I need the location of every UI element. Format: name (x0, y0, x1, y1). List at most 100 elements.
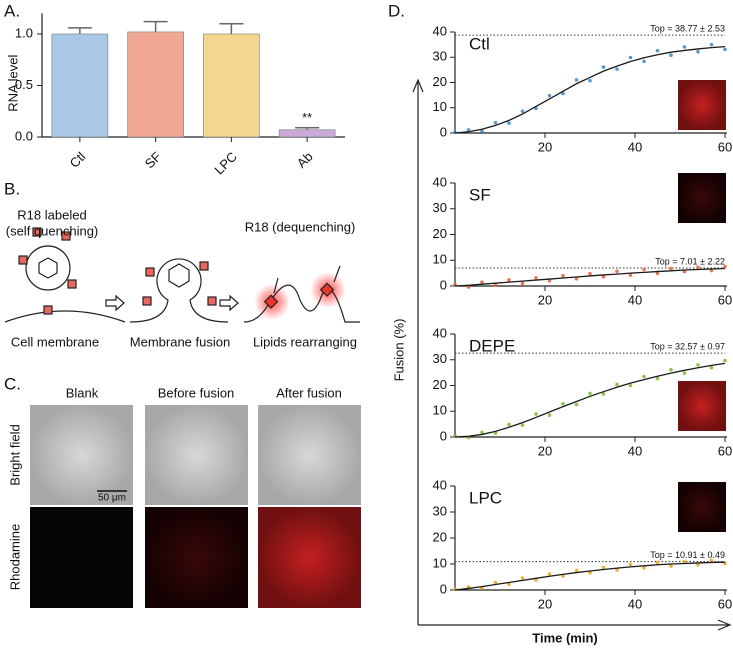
x-tick-label: 40 (628, 139, 642, 154)
y-tick-label: 10 (433, 555, 447, 570)
y-tick-label: 1.0 (15, 25, 33, 40)
bar (278, 129, 336, 138)
fit-line (454, 362, 726, 438)
data-point (588, 271, 592, 276)
diagram-label: R18 labeled (17, 207, 86, 222)
data-point (696, 562, 700, 567)
data-point (709, 365, 714, 370)
data-point (655, 271, 660, 276)
y-tick-label: 0.0 (15, 128, 33, 143)
data-point (588, 78, 592, 83)
data-point (547, 413, 552, 417)
x-tick-label: 40 (628, 443, 642, 458)
data-point (615, 382, 619, 387)
diagram-label: (self quenching) (6, 223, 99, 238)
data-point (520, 109, 525, 114)
chart-title: LPC (469, 488, 502, 507)
data-point (547, 279, 552, 283)
y-tick-label: 20 (433, 529, 447, 544)
y-tick-label: 0 (440, 581, 447, 596)
data-point (493, 580, 498, 585)
probe (142, 296, 152, 306)
data-point (723, 264, 727, 269)
x-tick-label: 20 (538, 596, 552, 611)
data-point (507, 582, 511, 587)
data-point (682, 371, 687, 375)
x-tick-label: 20 (538, 443, 552, 458)
probe (43, 305, 53, 315)
x-tick-label: LPC (211, 149, 239, 177)
data-point (547, 93, 552, 98)
fit-line (454, 561, 726, 591)
micrograph (258, 507, 361, 608)
data-point (574, 78, 579, 82)
x-tick-label: Ctl (67, 149, 89, 171)
data-point (588, 391, 592, 396)
data-point (601, 65, 606, 69)
probe (199, 261, 209, 271)
data-point (696, 363, 700, 367)
diagram-label: Membrane fusion (130, 334, 230, 349)
vesicle-core (38, 257, 58, 279)
bar (127, 31, 184, 138)
panel-label: B. (4, 179, 20, 198)
data-point (669, 53, 673, 58)
data-point (723, 358, 727, 363)
bar (203, 33, 260, 138)
bar (51, 33, 109, 138)
data-point (574, 402, 579, 407)
data-point (507, 422, 511, 427)
x-tick-label: 60 (718, 292, 732, 307)
data-point (669, 564, 673, 568)
top-label: Top = 38.77 ± 2.53 (650, 23, 725, 33)
data-point (534, 412, 538, 416)
micrograph (30, 405, 133, 505)
chart-title: Ctl (469, 34, 490, 53)
data-point (628, 273, 633, 277)
data-point (601, 565, 606, 570)
y-tick-label: 10 (433, 99, 447, 114)
data-point (480, 430, 484, 435)
y-tick-label: 30 (433, 49, 447, 64)
membrane (4, 310, 126, 323)
emission (273, 265, 341, 294)
y-tick-label: 40 (433, 23, 447, 38)
panel-label: C. (4, 374, 21, 393)
data-point (628, 55, 633, 60)
data-point (655, 560, 660, 565)
data-point (561, 273, 565, 278)
probe (32, 227, 42, 237)
vesicle (25, 245, 71, 291)
top-label: Top = 10.91 ± 0.49 (650, 550, 725, 560)
data-point (574, 276, 579, 281)
data-point (466, 128, 471, 132)
column-header: Before fusion (158, 385, 235, 400)
inset (678, 80, 726, 130)
data-point (493, 283, 498, 288)
data-point (547, 572, 552, 576)
row-header: Bright field (7, 424, 22, 485)
y-tick-label: 40 (433, 174, 447, 189)
data-point (628, 562, 633, 567)
data-point (480, 280, 484, 284)
data-point (534, 578, 538, 582)
data-point (507, 121, 511, 125)
data-point (642, 374, 646, 379)
data-point (682, 559, 687, 564)
x-tick-label: 40 (628, 292, 642, 307)
y-axis-label: RNA level (5, 55, 20, 112)
arrow (219, 294, 239, 312)
data-point (696, 49, 700, 54)
micrograph (30, 507, 133, 608)
y-tick-label: 10 (433, 252, 447, 267)
probe (61, 231, 71, 241)
x-tick-label: 20 (538, 139, 552, 154)
significance: ** (302, 110, 312, 125)
membrane (129, 258, 229, 323)
data-point (655, 376, 660, 381)
y-tick-label: 10 (433, 403, 447, 418)
probe (319, 282, 335, 297)
inset (678, 381, 726, 431)
data-point (709, 558, 714, 563)
